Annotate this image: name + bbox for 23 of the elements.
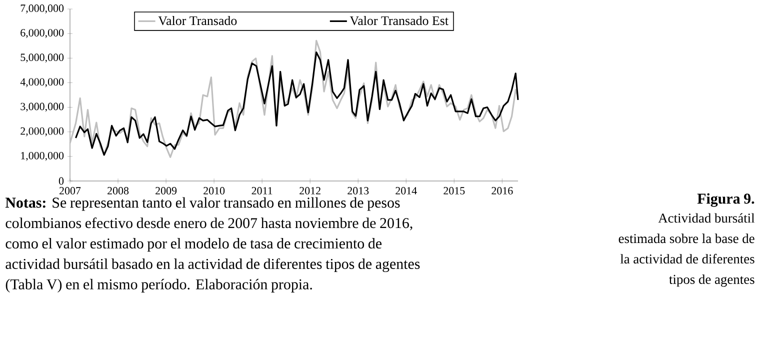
x-tick-label: 2007 xyxy=(60,187,81,194)
x-tick-label: 2010 xyxy=(204,187,225,194)
text: Actividad bursátil estimada sobre la base de la actividad de diferentes tipos de agentes xyxy=(618,213,755,287)
text: Notas: Se representan tanto el valor transado en millones de pesos colombianos efectivo desde enero de 2007 hasta noviembre de 2016, como el valor estimado por el modelo de tasa de crecimiento de actividad bursátil basado en la actividad de diferentes tipos de agentes (Tabla V) en el mismo período. Elaboración propia. xyxy=(5,197,420,292)
y-tick-label: 7,000,000 xyxy=(20,4,64,14)
x-tick-label: 2015 xyxy=(444,187,465,194)
y-tick-label: 2,000,000 xyxy=(20,127,64,136)
x-tick-label: 2013 xyxy=(348,187,369,194)
x-tick-label: 2012 xyxy=(300,187,320,194)
y-tick-label: 4,000,000 xyxy=(20,78,64,88)
text: Figura 9. xyxy=(697,193,754,207)
y-tick-label: 5,000,000 xyxy=(20,54,64,63)
legend-label: Valor Transado xyxy=(158,16,237,26)
x-tick-label: 2011 xyxy=(252,187,272,194)
y-tick-label: 1,000,000 xyxy=(21,152,64,161)
x-tick-label: 2016 xyxy=(492,187,513,194)
y-tick-label: 3,000,000 xyxy=(20,102,64,112)
x-tick-label: 2008 xyxy=(108,187,129,194)
x-tick-label: 2014 xyxy=(396,187,417,194)
x-tick-label: 2009 xyxy=(156,187,177,194)
y-tick-label: 6,000,000 xyxy=(20,29,64,38)
legend-label: Valor Transado Est xyxy=(350,16,448,26)
y-tick-label: 0 xyxy=(58,177,64,185)
